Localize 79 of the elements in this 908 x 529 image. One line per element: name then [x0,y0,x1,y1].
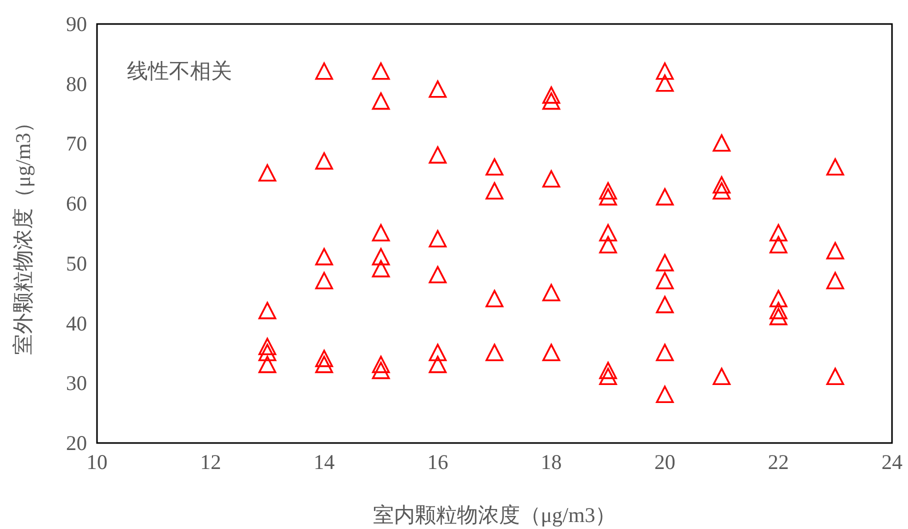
y-tick-label: 20 [66,431,87,455]
point [599,182,617,200]
point [599,236,617,254]
point [770,236,788,254]
point [428,356,447,374]
point [826,272,844,290]
y-tick-label: 90 [66,12,87,36]
point [258,302,276,320]
point [712,134,731,152]
x-tick-label: 10 [86,450,108,474]
point [599,224,617,242]
x-tick-label: 22 [768,450,789,474]
point [826,242,844,260]
x-tick-label: 18 [540,450,562,474]
point [712,182,731,200]
point [315,62,334,80]
point [372,356,390,374]
point [428,230,447,248]
point [486,158,504,176]
point [315,272,334,290]
point [599,362,617,380]
y-axis-title: 室外颗粒物浓度（μg/m3） [11,112,35,356]
point [428,344,447,362]
point [770,308,788,326]
point [258,344,276,362]
point [486,344,504,362]
point [656,296,674,314]
point [542,170,560,188]
point [542,344,560,362]
point [656,386,674,404]
x-tick-label: 12 [200,450,222,474]
point [428,146,447,164]
y-tick-label: 30 [66,371,87,396]
y-tick-label: 50 [66,251,87,276]
point [712,368,731,386]
x-tick-label: 20 [654,450,676,474]
y-tick-label: 60 [66,192,87,216]
point [656,188,674,206]
point [826,158,844,176]
point [428,266,447,284]
point [372,248,390,266]
point [258,356,276,374]
x-tick-label: 14 [314,450,336,474]
point [372,62,390,80]
point [258,164,276,182]
x-tick-label: 16 [427,450,448,474]
point [599,368,617,386]
point [656,272,674,290]
point [542,284,560,302]
point [656,62,674,80]
point [428,80,447,98]
point [542,92,560,110]
point [372,224,390,242]
x-axis-title: 室内颗粒物浓度（μg/m3） [372,503,616,527]
point [258,338,276,356]
point [656,344,674,362]
point [486,182,504,200]
point [315,152,334,170]
point [770,290,788,308]
point [486,290,504,308]
point [315,248,334,266]
point [372,362,390,380]
point [315,356,334,374]
point [315,350,334,368]
point [770,224,788,242]
point [372,260,390,278]
point [656,254,674,272]
y-tick-label: 40 [66,311,87,336]
x-tick-label: 24 [882,450,903,474]
annotation: 线性不相关 [127,59,232,83]
point [372,92,390,110]
y-tick-label: 80 [66,72,87,96]
point [770,302,788,320]
point [712,176,731,194]
y-tick-label: 70 [66,132,87,156]
point [599,188,617,206]
point [656,74,674,92]
point [826,368,844,386]
point [542,86,560,104]
